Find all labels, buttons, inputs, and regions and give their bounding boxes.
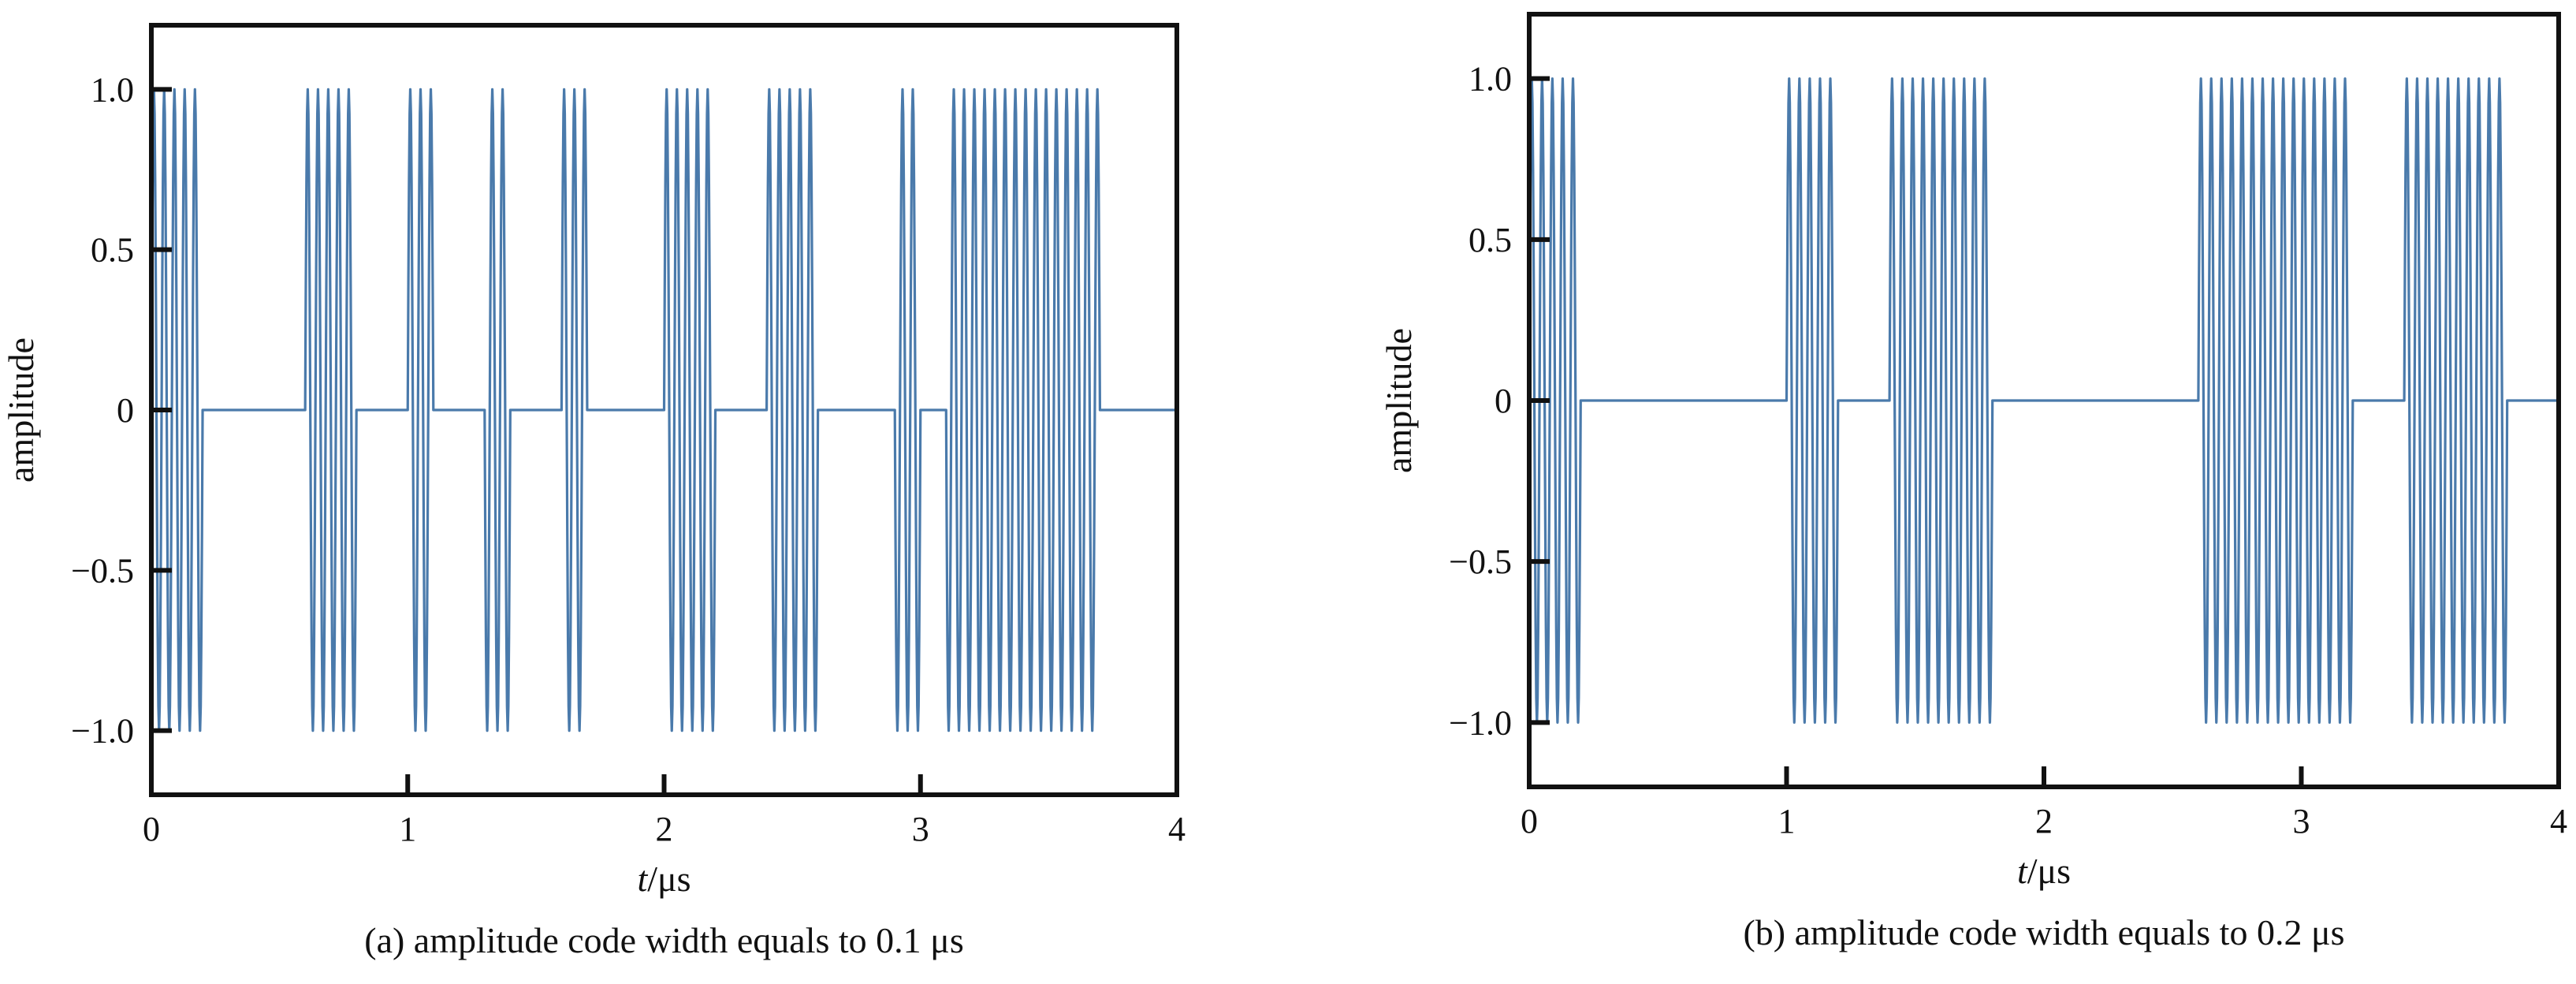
y-tick-label-b-0: 1.0 (1469, 60, 1512, 99)
y-tick-label-b-1: 0.5 (1469, 221, 1512, 259)
y-tick-label-b-2: 0 (1495, 382, 1512, 420)
x-tick-label-b-0: 0 (1521, 802, 1538, 840)
signal-line-b (1528, 77, 2559, 724)
x-axis-label-var-b: t (2017, 851, 2028, 891)
y-tick-label-b-3: −0.5 (1449, 542, 1512, 581)
x-tick-label-a-0: 0 (143, 810, 160, 848)
chart-panel-b: amplitude t/μs (b) amplitude code width … (1379, 12, 2567, 952)
x-tick-label-b-3: 3 (2293, 802, 2310, 840)
x-axis-label-var-a: t (637, 859, 648, 899)
y-tick-label-a-1: 0.5 (91, 231, 134, 270)
y-axis-label-a: amplitude (1, 337, 41, 483)
signal-line-a (150, 88, 1178, 732)
x-axis-label-unit-a: /μs (647, 859, 691, 899)
x-axis-label-a: t/μs (637, 859, 691, 899)
x-tick-label-b-4: 4 (2550, 802, 2567, 840)
y-tick-label-a-4: −1.0 (71, 712, 134, 751)
y-tick-label-b-4: −1.0 (1449, 703, 1512, 742)
x-axis-label-unit-b: /μs (2027, 851, 2071, 891)
x-axis-label-b: t/μs (2017, 851, 2071, 891)
caption-b: (b) amplitude code width equals to 0.2 μ… (1743, 912, 2344, 952)
caption-a: (a) amplitude code width equals to 0.1 μ… (364, 920, 963, 960)
x-tick-label-a-3: 3 (912, 810, 929, 848)
chart-panel-a: amplitude t/μs (a) amplitude code width … (1, 23, 1186, 960)
x-tick-label-b-1: 1 (1778, 802, 1796, 840)
y-axis-label-b: amplitude (1379, 328, 1419, 473)
y-tick-label-a-3: −0.5 (71, 551, 134, 590)
y-tick-label-a-2: 0 (117, 391, 134, 430)
x-tick-label-a-2: 2 (656, 810, 673, 848)
x-tick-label-b-2: 2 (2035, 802, 2053, 840)
y-tick-label-a-0: 1.0 (91, 70, 134, 109)
x-tick-label-a-1: 1 (399, 810, 416, 848)
x-tick-label-a-4: 4 (1168, 810, 1186, 848)
